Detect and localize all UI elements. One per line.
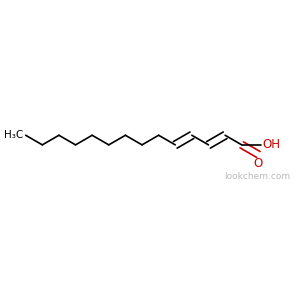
Text: OH: OH — [262, 138, 280, 152]
Text: H₃C: H₃C — [4, 130, 24, 140]
Text: lookchem.com: lookchem.com — [224, 172, 290, 181]
Text: O: O — [254, 157, 263, 169]
